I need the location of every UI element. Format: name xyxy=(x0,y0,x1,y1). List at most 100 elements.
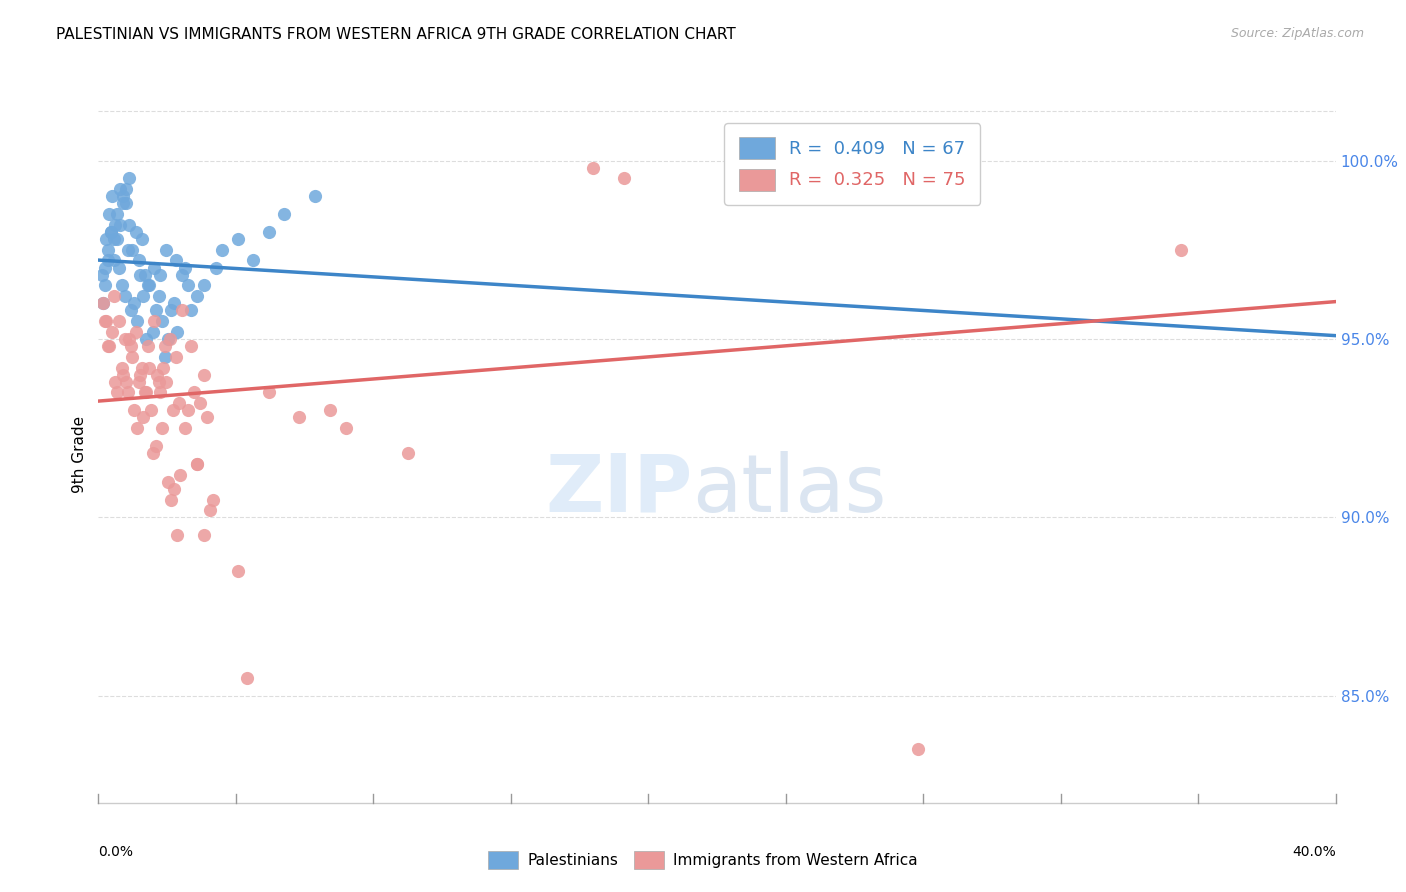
Point xyxy=(257,225,280,239)
Text: 40.0%: 40.0% xyxy=(1292,845,1336,858)
Point xyxy=(145,303,167,318)
Point xyxy=(167,396,190,410)
Point xyxy=(153,350,176,364)
Point xyxy=(118,332,141,346)
Point xyxy=(143,314,166,328)
Point xyxy=(193,528,215,542)
Point xyxy=(91,296,114,310)
Point xyxy=(132,289,155,303)
Point xyxy=(97,253,120,268)
Point xyxy=(96,314,118,328)
Point xyxy=(124,225,146,239)
Point xyxy=(105,207,128,221)
Point xyxy=(122,296,145,310)
Point xyxy=(108,182,131,196)
Point xyxy=(93,314,115,328)
Point xyxy=(104,375,127,389)
Point xyxy=(134,385,156,400)
Point xyxy=(114,332,136,346)
Point xyxy=(127,421,149,435)
Point xyxy=(118,218,141,232)
Point xyxy=(582,161,605,175)
Point xyxy=(198,503,221,517)
Point xyxy=(613,171,636,186)
Point xyxy=(103,253,125,268)
Point xyxy=(128,253,150,268)
Point xyxy=(146,368,169,382)
Point xyxy=(180,303,202,318)
Point xyxy=(112,196,135,211)
Point xyxy=(117,243,139,257)
Point xyxy=(100,225,122,239)
Point xyxy=(131,360,153,375)
Point xyxy=(799,161,821,175)
Point xyxy=(304,189,326,203)
Point xyxy=(98,207,121,221)
Point xyxy=(170,268,193,282)
Point xyxy=(211,243,233,257)
Point xyxy=(107,260,129,275)
Point xyxy=(186,289,208,303)
Point xyxy=(124,325,146,339)
Point xyxy=(129,268,152,282)
Point xyxy=(193,278,215,293)
Point xyxy=(907,742,929,756)
Point xyxy=(177,278,200,293)
Point xyxy=(150,314,173,328)
Legend: Palestinians, Immigrants from Western Africa: Palestinians, Immigrants from Western Af… xyxy=(482,845,924,875)
Point xyxy=(159,332,181,346)
Point xyxy=(101,325,124,339)
Point xyxy=(150,421,173,435)
Point xyxy=(157,332,180,346)
Point xyxy=(120,303,142,318)
Point xyxy=(142,446,165,460)
Point xyxy=(121,350,143,364)
Point xyxy=(138,278,160,293)
Point xyxy=(118,171,141,186)
Point xyxy=(190,396,212,410)
Point xyxy=(149,385,172,400)
Point xyxy=(162,403,184,417)
Point xyxy=(93,260,115,275)
Point xyxy=(174,260,197,275)
Point xyxy=(115,375,138,389)
Point xyxy=(139,403,162,417)
Point xyxy=(97,339,120,353)
Point xyxy=(166,325,188,339)
Point xyxy=(120,339,142,353)
Point xyxy=(177,403,200,417)
Point xyxy=(396,446,419,460)
Point xyxy=(107,314,129,328)
Point xyxy=(163,482,186,496)
Point xyxy=(155,243,177,257)
Point xyxy=(111,360,134,375)
Point xyxy=(180,339,202,353)
Point xyxy=(166,528,188,542)
Point xyxy=(112,189,135,203)
Point xyxy=(103,232,125,246)
Point xyxy=(117,385,139,400)
Point xyxy=(96,232,118,246)
Text: ZIP: ZIP xyxy=(546,450,692,529)
Point xyxy=(135,332,157,346)
Point xyxy=(186,457,208,471)
Point xyxy=(273,207,295,221)
Point xyxy=(103,289,125,303)
Point xyxy=(148,289,170,303)
Point xyxy=(100,225,122,239)
Point xyxy=(101,189,124,203)
Text: PALESTINIAN VS IMMIGRANTS FROM WESTERN AFRICA 9TH GRADE CORRELATION CHART: PALESTINIAN VS IMMIGRANTS FROM WESTERN A… xyxy=(56,27,735,42)
Text: atlas: atlas xyxy=(692,450,887,529)
Text: 0.0%: 0.0% xyxy=(98,845,134,858)
Point xyxy=(136,278,159,293)
Point xyxy=(138,360,160,375)
Point xyxy=(152,360,174,375)
Point xyxy=(226,564,249,578)
Point xyxy=(226,232,249,246)
Y-axis label: 9th Grade: 9th Grade xyxy=(72,417,87,493)
Point xyxy=(201,492,224,507)
Point xyxy=(114,289,136,303)
Point xyxy=(163,296,186,310)
Point xyxy=(132,410,155,425)
Point xyxy=(174,421,197,435)
